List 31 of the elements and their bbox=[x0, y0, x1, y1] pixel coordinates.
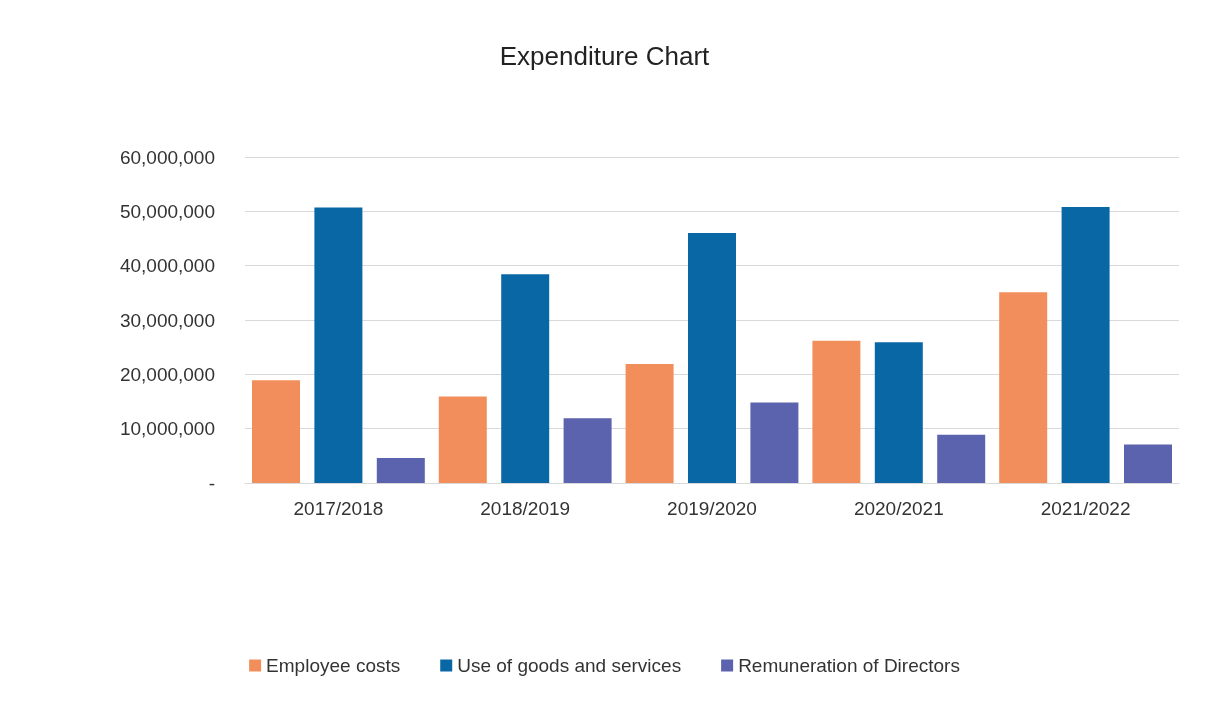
legend-label: Employee costs bbox=[266, 655, 401, 676]
bar bbox=[688, 233, 736, 483]
legend-label: Remuneration of Directors bbox=[738, 655, 960, 676]
y-tick-label: 40,000,000 bbox=[119, 255, 215, 277]
x-tick-label: 2019/2020 bbox=[667, 498, 757, 519]
y-tick-label: 60,000,000 bbox=[119, 146, 215, 168]
x-tick-label: 2017/2018 bbox=[293, 498, 384, 519]
y-tick-label: - bbox=[208, 472, 215, 494]
x-tick-label: 2018/2019 bbox=[480, 498, 571, 519]
y-tick-label: 10,000,000 bbox=[119, 418, 215, 440]
bar bbox=[563, 418, 612, 483]
y-tick-label: 30,000,000 bbox=[119, 309, 215, 331]
y-tick-label: 20,000,000 bbox=[119, 363, 215, 385]
legend-label: Use of goods and services bbox=[457, 655, 682, 676]
bar bbox=[999, 292, 1048, 483]
y-tick-label: 50,000,000 bbox=[119, 200, 215, 222]
bar bbox=[625, 364, 674, 483]
bar bbox=[874, 342, 923, 483]
bar bbox=[501, 274, 550, 483]
x-tick-label: 2021/2022 bbox=[1040, 498, 1131, 519]
bar bbox=[812, 340, 861, 483]
bar bbox=[1061, 206, 1110, 483]
bar bbox=[937, 434, 986, 483]
x-tick-label: 2020/2021 bbox=[853, 498, 944, 519]
bar bbox=[750, 402, 799, 483]
bar bbox=[438, 396, 487, 483]
bar bbox=[252, 380, 300, 483]
chart-title: Expenditure Chart bbox=[499, 41, 711, 71]
bar bbox=[1124, 444, 1172, 483]
bar bbox=[376, 458, 425, 483]
bar bbox=[314, 207, 363, 483]
